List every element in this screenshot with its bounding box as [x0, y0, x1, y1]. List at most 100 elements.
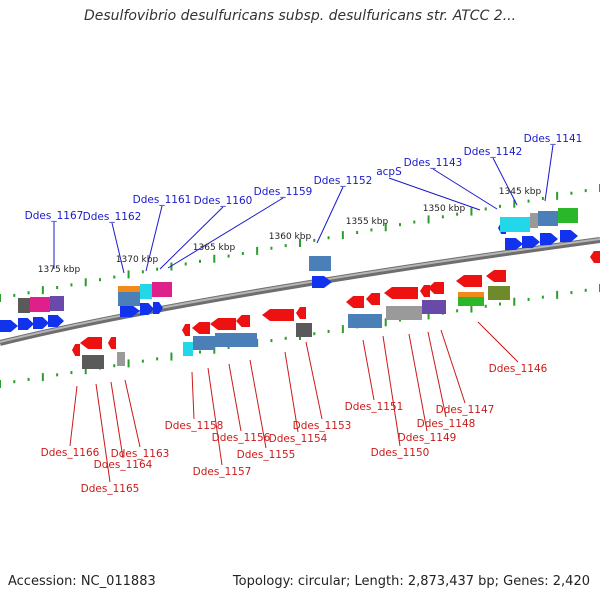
upper-ruler-tick [0, 294, 1, 302]
lower-ruler-tick [13, 380, 16, 384]
reverse-gene-label: Ddes_1158 [165, 420, 224, 432]
upper-ruler-tick [527, 199, 530, 203]
forward-gene-label: Ddes_1162 [83, 211, 142, 223]
upper-ruler-tick [241, 251, 244, 255]
scale-label: 1365 kbp [193, 243, 236, 253]
forward-gene-label: Ddes_1141 [524, 133, 583, 145]
reverse-gene-label: Ddes_1157 [193, 466, 252, 478]
upper-ruler-tick [56, 286, 59, 290]
upper-ruler-tick [299, 239, 301, 247]
forward-cog-bar [18, 298, 30, 313]
reverse-cds [428, 282, 444, 294]
lower-ruler-tick [141, 359, 144, 363]
upper-ruler-tick [313, 238, 316, 242]
lower-ruler-tick [199, 350, 201, 354]
lower-ruler-tick [313, 332, 316, 336]
upper-ruler-tick [13, 293, 16, 297]
reverse-callout [382, 335, 401, 447]
lower-ruler-tick [227, 345, 230, 349]
upper-ruler-tick [427, 215, 430, 224]
lower-ruler-tick [513, 297, 516, 306]
lower-ruler-tick [456, 309, 459, 313]
reverse-cog-bar [296, 323, 312, 337]
lower-ruler-tick [470, 304, 473, 313]
reverse-callout [95, 383, 111, 483]
reverse-gene-label: Ddes_1149 [398, 432, 457, 444]
upper-ruler-tick [513, 199, 516, 208]
forward-cog-bar [530, 213, 538, 228]
accession-text: Accession: NC_011883 [8, 574, 156, 589]
reverse-cds [420, 285, 430, 297]
reverse-cog-bar [215, 333, 257, 347]
upper-ruler-tick [327, 236, 330, 240]
reverse-cog-bar [458, 292, 484, 297]
forward-cds [33, 317, 49, 329]
lower-ruler-tick [427, 311, 430, 320]
upper-ruler-tick [70, 283, 73, 287]
scale-label: 1355 kbp [346, 217, 389, 227]
forward-cds [312, 276, 332, 288]
forward-cds [153, 302, 163, 314]
reverse-gene-label: Ddes_1150 [371, 447, 430, 459]
lower-ruler-tick [256, 338, 259, 347]
reverse-callout [427, 331, 447, 418]
reverse-cds [456, 275, 482, 287]
forward-callout [145, 205, 163, 272]
upper-ruler-tick [270, 246, 273, 250]
forward-gene-label: Ddes_1142 [464, 146, 523, 158]
reverse-callout [305, 341, 323, 420]
upper-ruler-tick [170, 262, 173, 271]
forward-cog-bar [538, 211, 558, 226]
forward-cds [505, 238, 523, 250]
lower-ruler-tick [541, 295, 544, 299]
reverse-cds [80, 337, 102, 349]
upper-ruler-tick [484, 207, 487, 211]
forward-cds [140, 303, 154, 315]
lower-ruler-tick [284, 336, 287, 340]
lower-ruler-tick [556, 290, 559, 299]
reverse-cog-bar [386, 306, 422, 320]
upper-ruler-tick [470, 207, 473, 216]
forward-cds [18, 318, 34, 330]
upper-ruler-tick [341, 231, 344, 240]
reverse-cog-bar [183, 342, 193, 356]
forward-gene-label: Ddes_1159 [254, 186, 313, 198]
forward-cog-bar [118, 286, 140, 292]
reverse-callout [440, 329, 466, 404]
upper-ruler-tick [370, 228, 373, 232]
lower-ruler-tick [341, 325, 344, 334]
lower-ruler-tick [70, 371, 73, 375]
reverse-cog-bar [422, 300, 446, 314]
lower-ruler-tick [156, 357, 159, 361]
scale-label: 1345 kbp [499, 187, 542, 197]
reverse-callout [477, 321, 519, 363]
genome-backbone [0, 237, 600, 346]
forward-cds [560, 230, 578, 242]
forward-cds [522, 236, 540, 248]
upper-ruler-tick [41, 286, 44, 295]
upper-ruler-tick [27, 291, 30, 295]
upper-ruler-tick [127, 270, 130, 279]
upper-ruler-tick [413, 220, 416, 224]
reverse-gene-label: Ddes_1165 [81, 483, 140, 495]
reverse-cds [296, 307, 306, 319]
reverse-cds [192, 322, 210, 334]
reverse-cds [590, 251, 600, 263]
genome-summary: Topology: circular; Length: 2,873,437 bp… [232, 574, 590, 589]
reverse-gene-label: Ddes_1153 [293, 420, 352, 432]
forward-cds [540, 233, 558, 245]
lower-ruler-tick [56, 373, 59, 377]
lower-ruler-tick [584, 288, 587, 292]
reverse-callout [249, 359, 267, 449]
gene-labels: 1345 kbp 1350 kbp 1355 kbp 1360 kbp 1365 kbp… [25, 133, 583, 495]
upper-ruler-tick [456, 212, 459, 216]
forward-cog-bar [500, 217, 530, 232]
gene-callouts [53, 144, 554, 483]
reverse-cds [366, 293, 380, 305]
reverse-gene-label: Ddes_1154 [269, 433, 328, 445]
upper-ruler-tick [556, 191, 559, 200]
lower-ruler-tick [170, 352, 173, 361]
forward-callout [316, 186, 344, 244]
reverse-cds [72, 344, 80, 356]
reverse-cds [346, 296, 364, 308]
